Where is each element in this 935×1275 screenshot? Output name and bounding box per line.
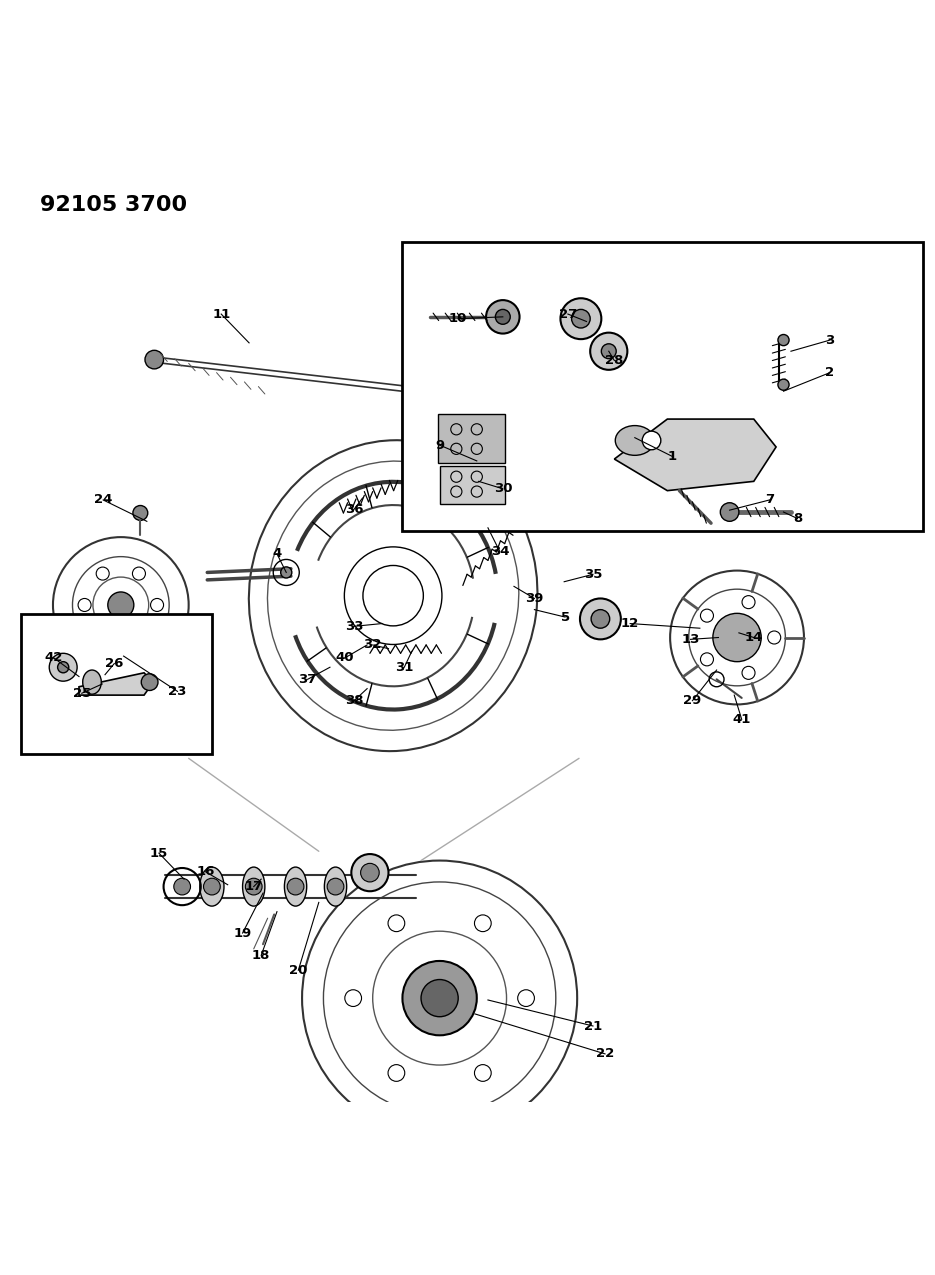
Ellipse shape	[324, 867, 347, 907]
Text: 4: 4	[272, 547, 281, 560]
Text: 23: 23	[168, 685, 187, 697]
Text: 11: 11	[212, 307, 230, 320]
Text: 10: 10	[449, 312, 468, 325]
Circle shape	[712, 613, 761, 662]
Circle shape	[474, 915, 491, 932]
Circle shape	[58, 662, 69, 673]
Text: 26: 26	[105, 657, 123, 671]
Text: 36: 36	[345, 502, 364, 515]
Circle shape	[518, 989, 535, 1006]
Text: 28: 28	[605, 354, 624, 367]
Text: 41: 41	[732, 713, 751, 725]
Ellipse shape	[200, 867, 224, 907]
Text: 37: 37	[298, 673, 317, 686]
Text: 8: 8	[793, 513, 802, 525]
Text: 24: 24	[94, 493, 112, 506]
Polygon shape	[79, 673, 153, 695]
Text: 5: 5	[560, 611, 569, 623]
Ellipse shape	[284, 867, 307, 907]
Polygon shape	[614, 419, 776, 491]
Circle shape	[720, 502, 739, 521]
Bar	[22, 615, 212, 754]
Circle shape	[778, 379, 789, 390]
Ellipse shape	[615, 426, 654, 455]
Circle shape	[327, 878, 344, 895]
Text: 29: 29	[683, 694, 701, 708]
Polygon shape	[439, 467, 505, 504]
Circle shape	[402, 961, 477, 1035]
Circle shape	[280, 567, 292, 578]
Text: 21: 21	[583, 1020, 602, 1033]
Circle shape	[287, 878, 304, 895]
Text: 40: 40	[336, 652, 354, 664]
Text: 3: 3	[826, 334, 835, 347]
Circle shape	[141, 673, 158, 691]
Text: 20: 20	[289, 964, 308, 977]
Text: 22: 22	[596, 1047, 614, 1061]
Circle shape	[560, 298, 601, 339]
Text: 15: 15	[150, 847, 168, 859]
Text: 27: 27	[559, 307, 577, 320]
Circle shape	[245, 878, 262, 895]
Ellipse shape	[82, 671, 101, 694]
Text: 2: 2	[826, 366, 835, 379]
Text: 39: 39	[525, 592, 543, 604]
Circle shape	[145, 351, 164, 368]
Circle shape	[50, 653, 77, 681]
Circle shape	[388, 1065, 405, 1081]
Text: 16: 16	[196, 866, 215, 878]
Circle shape	[204, 878, 221, 895]
Text: 38: 38	[345, 694, 364, 708]
Circle shape	[580, 598, 621, 639]
Ellipse shape	[352, 854, 389, 891]
Circle shape	[108, 592, 134, 618]
Text: 7: 7	[765, 493, 774, 506]
Circle shape	[174, 878, 191, 895]
Circle shape	[421, 979, 458, 1016]
Circle shape	[133, 505, 148, 520]
Text: 17: 17	[245, 880, 263, 892]
Text: 19: 19	[234, 927, 252, 940]
Text: 30: 30	[494, 482, 512, 495]
Text: 18: 18	[252, 949, 270, 961]
Circle shape	[590, 333, 627, 370]
Text: 92105 3700: 92105 3700	[40, 195, 187, 215]
Text: 14: 14	[744, 631, 763, 644]
Circle shape	[361, 863, 380, 882]
Text: 1: 1	[668, 450, 677, 463]
Circle shape	[345, 989, 362, 1006]
Text: 12: 12	[621, 617, 640, 630]
Circle shape	[778, 334, 789, 346]
Polygon shape	[425, 377, 510, 417]
Circle shape	[642, 431, 661, 450]
Circle shape	[571, 310, 590, 328]
Text: 25: 25	[73, 687, 91, 700]
Circle shape	[591, 609, 610, 629]
Circle shape	[486, 300, 520, 334]
Circle shape	[474, 1065, 491, 1081]
Text: 33: 33	[345, 620, 364, 632]
Text: 13: 13	[682, 632, 699, 646]
Polygon shape	[438, 414, 505, 463]
Ellipse shape	[242, 867, 265, 907]
Text: 32: 32	[364, 639, 381, 652]
Ellipse shape	[444, 389, 472, 407]
Bar	[402, 242, 923, 530]
Text: 34: 34	[491, 546, 510, 558]
Circle shape	[438, 386, 456, 405]
Circle shape	[388, 915, 405, 932]
Circle shape	[601, 344, 616, 358]
Text: 31: 31	[396, 660, 413, 673]
Circle shape	[496, 310, 511, 324]
Text: 42: 42	[45, 652, 63, 664]
Text: 9: 9	[435, 439, 444, 451]
Text: 35: 35	[583, 567, 602, 581]
